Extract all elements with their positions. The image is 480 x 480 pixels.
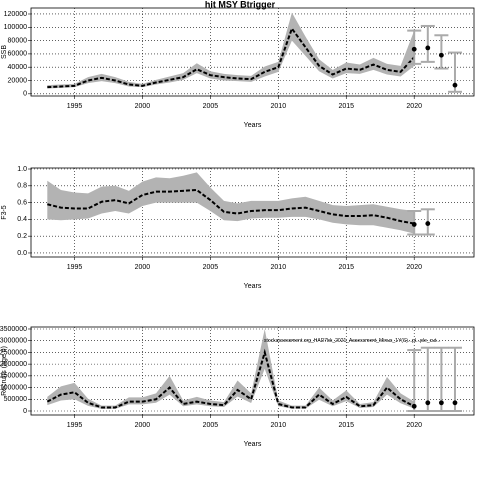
projection-point	[411, 46, 417, 52]
x-tick-label: 2015	[338, 264, 354, 271]
y-tick-label: 1500000	[0, 373, 27, 380]
estimate-line	[47, 188, 415, 225]
y-tick-label: 1.0	[17, 166, 27, 173]
estimate-line	[46, 348, 415, 409]
y-tick-label: 0.8	[17, 183, 27, 190]
y-tick-label: 2000000	[0, 361, 27, 368]
plot-frame	[30, 167, 475, 258]
projection-point	[438, 52, 444, 58]
x-tick-label: 1995	[67, 422, 83, 429]
projection-point	[411, 222, 417, 227]
y-tick-label: 40000	[8, 64, 28, 71]
y-tick-label: 3500000	[0, 326, 27, 333]
x-tick-label: 2000	[135, 422, 151, 429]
y-tick-label: 0.0	[17, 250, 27, 257]
x-axis-title: Years	[244, 441, 262, 448]
y-tick-label: 1000000	[0, 384, 27, 391]
y-axis-title: SSB	[1, 45, 8, 59]
plot-frame	[30, 326, 475, 416]
x-tick-label: 2005	[203, 422, 219, 429]
y-tick-label: 20000	[8, 77, 28, 84]
x-tick-label: 2010	[271, 422, 287, 429]
chart-title: hit MSY Btrigger	[205, 0, 276, 9]
x-tick-label: 2010	[271, 103, 287, 110]
y-tick-label: 2500000	[0, 349, 27, 356]
confidence-band	[47, 12, 415, 89]
x-tick-label: 2020	[406, 103, 422, 110]
x-tick-label: 2005	[203, 264, 219, 271]
y-tick-label: 3000000	[0, 338, 27, 345]
x-tick-label: 2010	[271, 264, 287, 271]
y-tick-label: 0.6	[17, 199, 27, 206]
projection-point	[425, 221, 431, 226]
confidence-band	[47, 172, 415, 234]
projection-point	[425, 400, 431, 406]
x-tick-label: 2000	[135, 264, 151, 271]
projection-point	[425, 45, 431, 51]
estimate-line	[47, 26, 415, 89]
y-tick-label: 0	[23, 91, 27, 98]
plot-frame	[30, 7, 475, 97]
x-tick-label: 2015	[338, 422, 354, 429]
x-axis-title: Years	[244, 283, 262, 290]
y-tick-label: 0.4	[17, 216, 27, 223]
projection-point	[438, 400, 444, 406]
y-tick-label: 0	[23, 408, 27, 415]
y-tick-label: 80000	[8, 37, 28, 44]
projection-point	[452, 400, 458, 406]
x-tick-label: 2005	[203, 103, 219, 110]
x-tick-label: 1995	[67, 264, 83, 271]
y-tick-label: 100000	[4, 24, 27, 31]
x-axis-title: Years	[244, 122, 262, 129]
y-tick-label: 500000	[4, 396, 27, 403]
y-axis-title: Recruits (age 0)	[1, 346, 8, 396]
x-tick-label: 2020	[406, 422, 422, 429]
x-tick-label: 2000	[135, 103, 151, 110]
projection-point	[452, 82, 458, 88]
x-tick-label: 1995	[67, 103, 83, 110]
y-tick-label: 0.2	[17, 233, 27, 240]
x-tick-label: 2020	[406, 264, 422, 271]
y-tick-label: 120000	[4, 11, 27, 18]
x-tick-label: 2015	[338, 103, 354, 110]
annotation: stockassessment.org_HAD7bk_2021_Assessme…	[264, 338, 440, 344]
y-axis-title: F3-5	[1, 205, 8, 220]
projection-point	[411, 403, 417, 409]
y-tick-label: 60000	[8, 51, 28, 58]
